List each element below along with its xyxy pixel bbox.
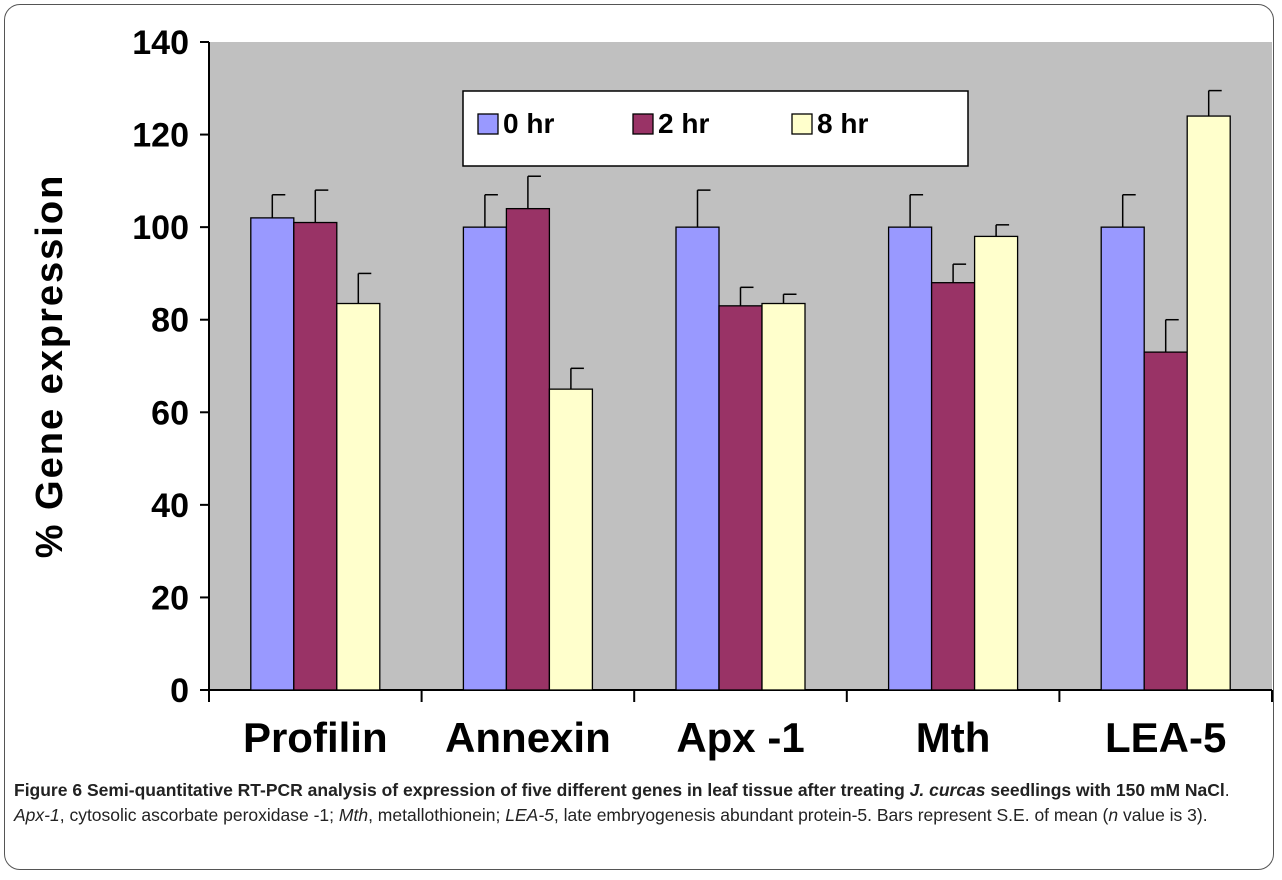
bar-0hr-LEA-5 (1100, 226, 1145, 691)
caption-species: J. curcas (909, 780, 986, 800)
x-tick-label: Annexin (445, 714, 611, 761)
bar-2hr-Profilin (293, 221, 338, 691)
bar-8hr-Annexin (548, 388, 594, 691)
y-tick-label: 60 (151, 394, 189, 432)
caption-title-1: Semi-quantitative RT-PCR analysis of exp… (82, 780, 910, 800)
bar-8hr-Apx-1 (761, 302, 806, 691)
legend-label: 0 hr (503, 108, 554, 139)
bar-0hr-Mth (887, 226, 933, 691)
legend-swatch (632, 113, 654, 135)
caption-abbr-mth: Mth (338, 805, 369, 825)
legend-box (462, 90, 969, 167)
figure-caption: Figure 6 Semi-quantitative RT-PCR analys… (14, 780, 1230, 825)
caption-abbr-lea: LEA-5 (505, 805, 554, 825)
bar-chart: 0 20 40 60 80 100 120 140 % Gene expression Profi… (29, 24, 1273, 761)
x-tick-label: LEA-5 (1105, 714, 1226, 761)
bar-2hr-Mth (930, 282, 976, 691)
x-tick-label: Mth (916, 714, 991, 761)
figure-frame (4, 4, 1274, 870)
bar-2hr-Apx-1 (718, 305, 763, 691)
bar-8hr-Profilin (336, 302, 381, 691)
legend-label: 2 hr (658, 108, 709, 139)
bar-2hr-Annexin (505, 207, 551, 691)
legend-swatch (791, 113, 813, 135)
caption-label: Figure 6 (14, 780, 83, 800)
y-tick-label: 140 (132, 24, 189, 62)
caption-title-2: seedlings with 150 mM NaCl (985, 780, 1225, 800)
y-tick-label: 0 (170, 672, 189, 710)
bar-8hr-Mth (973, 235, 1019, 691)
legend-label: 8 hr (817, 108, 868, 139)
x-tick-label: Profilin (243, 714, 388, 761)
bar-2hr-LEA-5 (1143, 351, 1188, 691)
legend-swatch (477, 113, 499, 135)
y-tick-label: 20 (151, 579, 189, 617)
y-tick-label: 80 (151, 302, 189, 340)
y-tick-label: 40 (151, 487, 189, 525)
bar-0hr-Annexin (462, 226, 508, 691)
legend: 0 hr 2 hr 8 hr (462, 90, 969, 167)
caption-n: n (1108, 805, 1119, 825)
bar-8hr-LEA-5 (1186, 115, 1231, 691)
caption-abbr-apx: Apx-1 (14, 805, 60, 825)
bar-0hr-Apx-1 (675, 226, 720, 691)
y-tick-label: 120 (132, 117, 189, 155)
y-axis-label: % Gene expression (29, 174, 71, 559)
x-tick-label: Apx -1 (676, 714, 804, 761)
bar-0hr-Profilin (250, 217, 295, 691)
y-tick-label: 100 (132, 209, 189, 247)
